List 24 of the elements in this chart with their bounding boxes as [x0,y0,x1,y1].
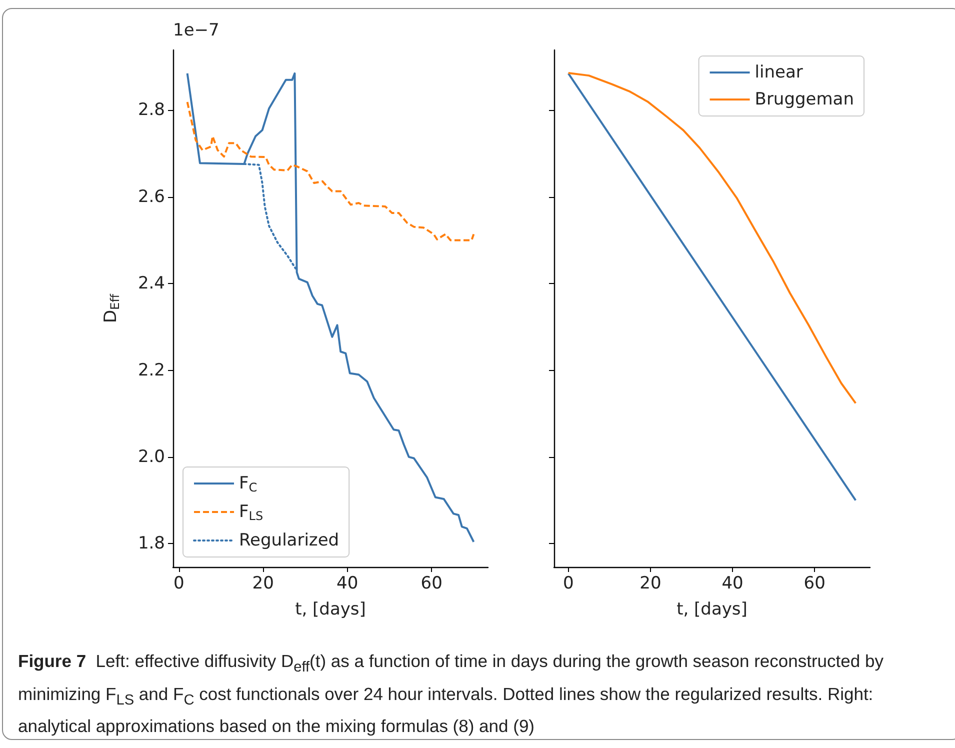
y-tick-label: 2.0 [138,446,165,467]
x-tick-label: 60 [420,574,442,594]
x-tick-label: 0 [173,574,184,594]
y-tick-label: 1.8 [138,534,165,554]
text: Figure 7 Left: effective diffusivity D$_{eff}$(t) as a function of time in days during the growth season reconstructed by minimizing F$_{LS}$ and F$_{C}$ cost functionals over 24 hour intervals. Dotted lines show the regularized results. Right: analytical approximations based on the mixing formulas (8) and (9) [18,651,884,736]
x-axis-title: t, [days] [295,600,366,620]
legend-label: linear [754,62,803,82]
x-tick-label: 20 [252,574,274,594]
y-tick-label: 2.2 [138,360,165,380]
x-tick-label: 40 [722,574,744,594]
x-tick-label: 60 [804,574,826,594]
line-series [243,162,297,270]
legend-label: Regularized [239,530,340,550]
y-tick-label: 2.8 [138,100,165,120]
text: 1e−7 [173,20,220,40]
line-series [186,101,475,242]
legend-label: Bruggeman [754,90,854,110]
x-tick-label: 20 [640,574,662,594]
x-tick-label: 40 [336,574,358,594]
x-axis-title: t, [days] [676,600,748,620]
x-tick-label: 0 [562,574,574,594]
y-axis-title: DEff [101,293,122,323]
y-tick-label: 2.6 [138,186,165,207]
y-tick-label: 2.4 [138,274,165,294]
